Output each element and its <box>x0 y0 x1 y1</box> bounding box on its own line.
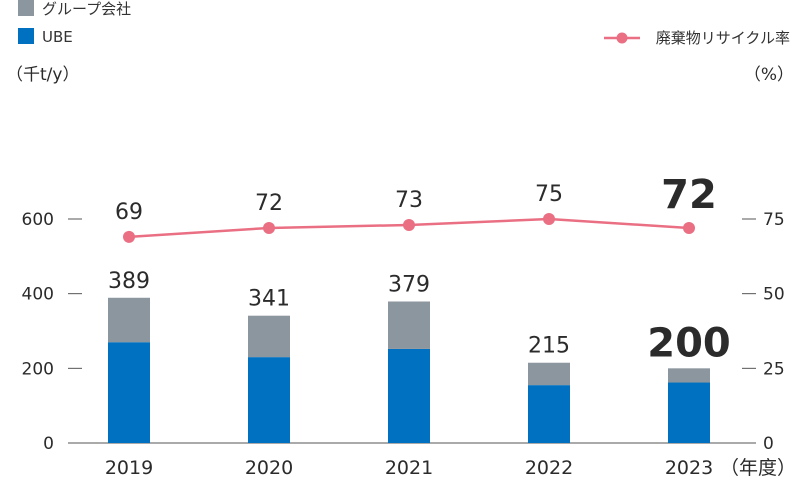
rate-value-label: 72 <box>661 172 717 218</box>
left-tick-label: 600 <box>22 210 54 230</box>
right-tick-label: 0 <box>763 434 774 454</box>
label-layer: 389 341 379 215 200 69 72 73 75 72 <box>108 172 731 366</box>
rate-point <box>543 213 555 225</box>
left-axis-unit: （千t/y） <box>6 65 79 85</box>
x-axis-unit: （年度） <box>720 457 796 479</box>
legend-label-ube: UBE <box>42 28 73 46</box>
bar-group <box>528 362 570 386</box>
rate-point <box>403 218 415 231</box>
bar-total-label: 215 <box>528 334 570 359</box>
x-tick-label: 2022 <box>525 457 573 479</box>
legend-label-group: グループ会社 <box>42 0 131 18</box>
bar-ube <box>388 348 430 443</box>
x-tick-label: 2023 <box>665 457 713 479</box>
bar-ube <box>528 385 570 443</box>
left-tick-label: 0 <box>43 434 54 454</box>
bar-group <box>388 301 430 349</box>
legend-swatch-ube <box>18 28 34 44</box>
left-tick-label: 200 <box>22 359 54 379</box>
right-axis-unit: （%） <box>744 65 794 85</box>
bar-total-label: 341 <box>248 287 290 312</box>
bar-ube <box>668 382 710 443</box>
right-tick-label: 75 <box>763 210 785 230</box>
right-tick-label: 25 <box>763 359 785 379</box>
bar-total-label: 379 <box>388 273 430 298</box>
axis-layer: 0 200 400 600 0 25 50 75 2019 2020 2021 2022 2023 <box>22 210 785 479</box>
x-tick-label: 2020 <box>245 457 293 479</box>
bar-group <box>108 297 150 343</box>
rate-value-label: 73 <box>395 188 423 213</box>
bar-ube <box>248 357 290 443</box>
bar-layer <box>108 297 710 443</box>
rate-value-label: 75 <box>535 182 563 207</box>
rate-value-label: 69 <box>115 200 143 225</box>
rate-point <box>263 221 275 234</box>
rate-value-label: 72 <box>255 191 283 216</box>
rate-point <box>683 221 695 234</box>
rate-point <box>123 230 135 243</box>
line-layer <box>123 213 695 243</box>
right-tick-label: 50 <box>763 285 785 305</box>
bar-group <box>248 315 290 358</box>
bar-ube <box>108 342 150 443</box>
x-tick-label: 2019 <box>105 457 153 479</box>
legend-label-rate: 廃棄物リサイクル率 <box>656 29 790 47</box>
x-tick-label: 2021 <box>385 457 433 479</box>
bar-total-label: 200 <box>647 320 731 366</box>
legend-marker-rate <box>616 32 628 44</box>
legend-swatch-group <box>18 0 34 16</box>
bar-total-label: 389 <box>108 269 150 294</box>
bar-group <box>668 368 710 383</box>
left-tick-label: 400 <box>22 285 54 305</box>
